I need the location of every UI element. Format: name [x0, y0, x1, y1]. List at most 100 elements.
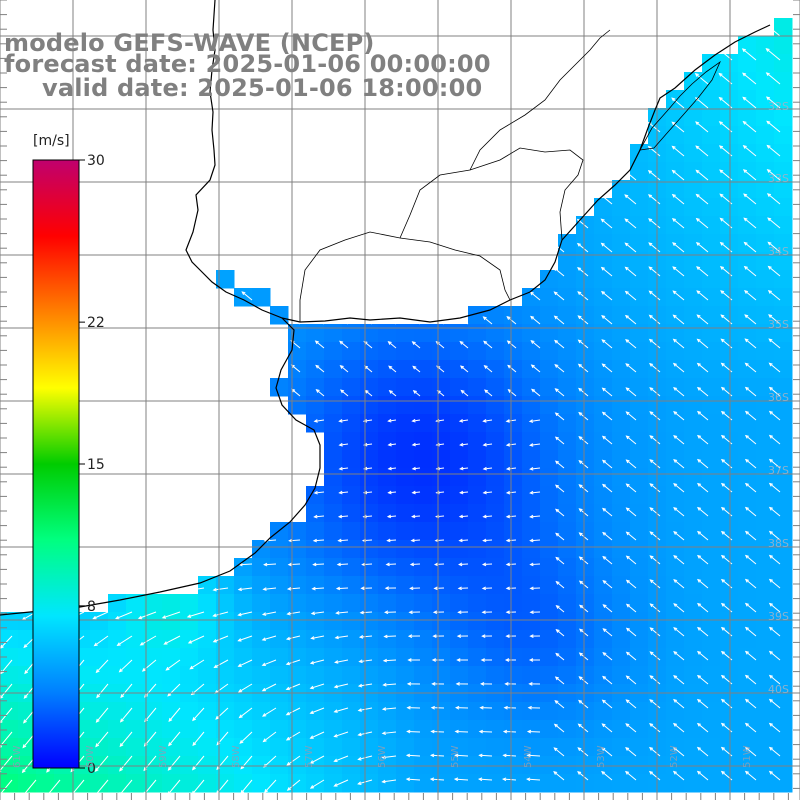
wind-arrow — [288, 538, 301, 543]
speed-cell — [666, 270, 685, 289]
speed-cell — [594, 270, 613, 289]
speed-cell — [720, 306, 739, 325]
wind-arrow — [479, 705, 493, 710]
speed-cell — [486, 504, 505, 523]
speed-cell — [558, 468, 577, 487]
speed-cell — [396, 324, 415, 343]
wind-arrow — [381, 731, 397, 735]
speed-cell — [18, 774, 37, 793]
wind-arrow — [625, 483, 637, 493]
speed-cell — [324, 558, 343, 577]
speed-cell — [576, 234, 595, 253]
speed-cell — [504, 702, 523, 721]
speed-cell — [342, 504, 361, 523]
speed-cell — [450, 630, 469, 649]
speed-cell — [396, 468, 415, 487]
speed-cell — [702, 180, 721, 199]
speed-cell — [18, 648, 37, 667]
speed-cell — [630, 666, 649, 685]
speed-cell — [486, 396, 505, 415]
speed-cell — [270, 612, 289, 631]
speed-cell — [414, 774, 433, 793]
speed-cell — [522, 432, 541, 451]
speed-cell — [414, 540, 433, 559]
speed-cell — [432, 594, 451, 613]
speed-cell — [306, 648, 325, 667]
speed-cell — [270, 648, 289, 667]
speed-cell — [774, 720, 793, 739]
wind-arrow — [601, 747, 613, 757]
wind-arrow — [212, 635, 229, 643]
wind-arrow — [385, 562, 397, 567]
speed-cell — [666, 198, 685, 217]
speed-cell — [306, 774, 325, 793]
speed-cell — [504, 576, 523, 595]
speed-cell — [342, 756, 361, 775]
speed-cell — [702, 576, 721, 595]
wind-arrow — [742, 96, 757, 109]
speed-cell — [414, 666, 433, 685]
wind-arrow — [528, 658, 541, 662]
speed-cell — [774, 432, 793, 451]
speed-cell — [630, 612, 649, 631]
wind-arrow — [192, 755, 205, 771]
speed-cell — [738, 180, 757, 199]
speed-cell — [738, 288, 757, 307]
wind-arrow — [459, 365, 469, 373]
speed-cell — [576, 378, 595, 397]
wind-arrow — [502, 729, 517, 734]
wind-arrow — [625, 338, 637, 349]
speed-cell — [504, 558, 523, 577]
latitude-label: 37S — [768, 464, 789, 477]
speed-cell — [396, 774, 415, 793]
wind-arrow — [411, 514, 421, 519]
wind-arrow — [287, 562, 301, 567]
wind-arrow — [237, 683, 253, 693]
wind-arrow — [624, 290, 637, 301]
wind-arrow — [483, 340, 493, 349]
speed-cell — [414, 378, 433, 397]
wind-arrow — [625, 746, 637, 757]
wind-arrow — [672, 290, 685, 301]
wind-arrow — [285, 683, 301, 691]
speed-cell — [720, 324, 739, 343]
wind-arrow — [768, 338, 781, 349]
speed-cell — [504, 468, 523, 487]
speed-cell — [432, 666, 451, 685]
speed-cell — [270, 666, 289, 685]
speed-cell — [738, 216, 757, 235]
speed-cell — [522, 414, 541, 433]
speed-cell — [540, 360, 559, 379]
lagoon-outline — [639, 60, 721, 151]
wind-arrow — [45, 779, 61, 798]
speed-cell — [612, 252, 631, 271]
speed-cell — [540, 558, 559, 577]
speed-cell — [774, 324, 793, 343]
speed-cell — [594, 216, 613, 235]
speed-cell — [738, 504, 757, 523]
speed-cell — [126, 666, 145, 685]
wind-arrow — [578, 387, 589, 397]
wind-arrow — [481, 562, 493, 567]
speed-cell — [450, 378, 469, 397]
wind-arrow — [625, 579, 637, 589]
wind-arrow — [286, 586, 301, 591]
speed-cell — [720, 162, 739, 181]
speed-cell — [684, 360, 703, 379]
wind-arrow — [505, 466, 517, 471]
wind-arrow — [333, 707, 349, 713]
wind-arrow — [553, 771, 565, 781]
wind-arrow — [477, 777, 493, 782]
speed-cell — [342, 360, 361, 379]
wind-arrow — [671, 145, 685, 157]
wind-arrow — [602, 531, 613, 541]
wind-arrow — [285, 635, 301, 641]
wind-arrow — [309, 731, 325, 739]
speed-cell — [576, 450, 595, 469]
longitude-label: 53W — [596, 745, 607, 768]
speed-cell — [774, 540, 793, 559]
wind-arrow — [481, 634, 493, 638]
speed-cell — [378, 324, 397, 343]
speed-cell — [756, 666, 775, 685]
speed-cell — [216, 648, 235, 667]
